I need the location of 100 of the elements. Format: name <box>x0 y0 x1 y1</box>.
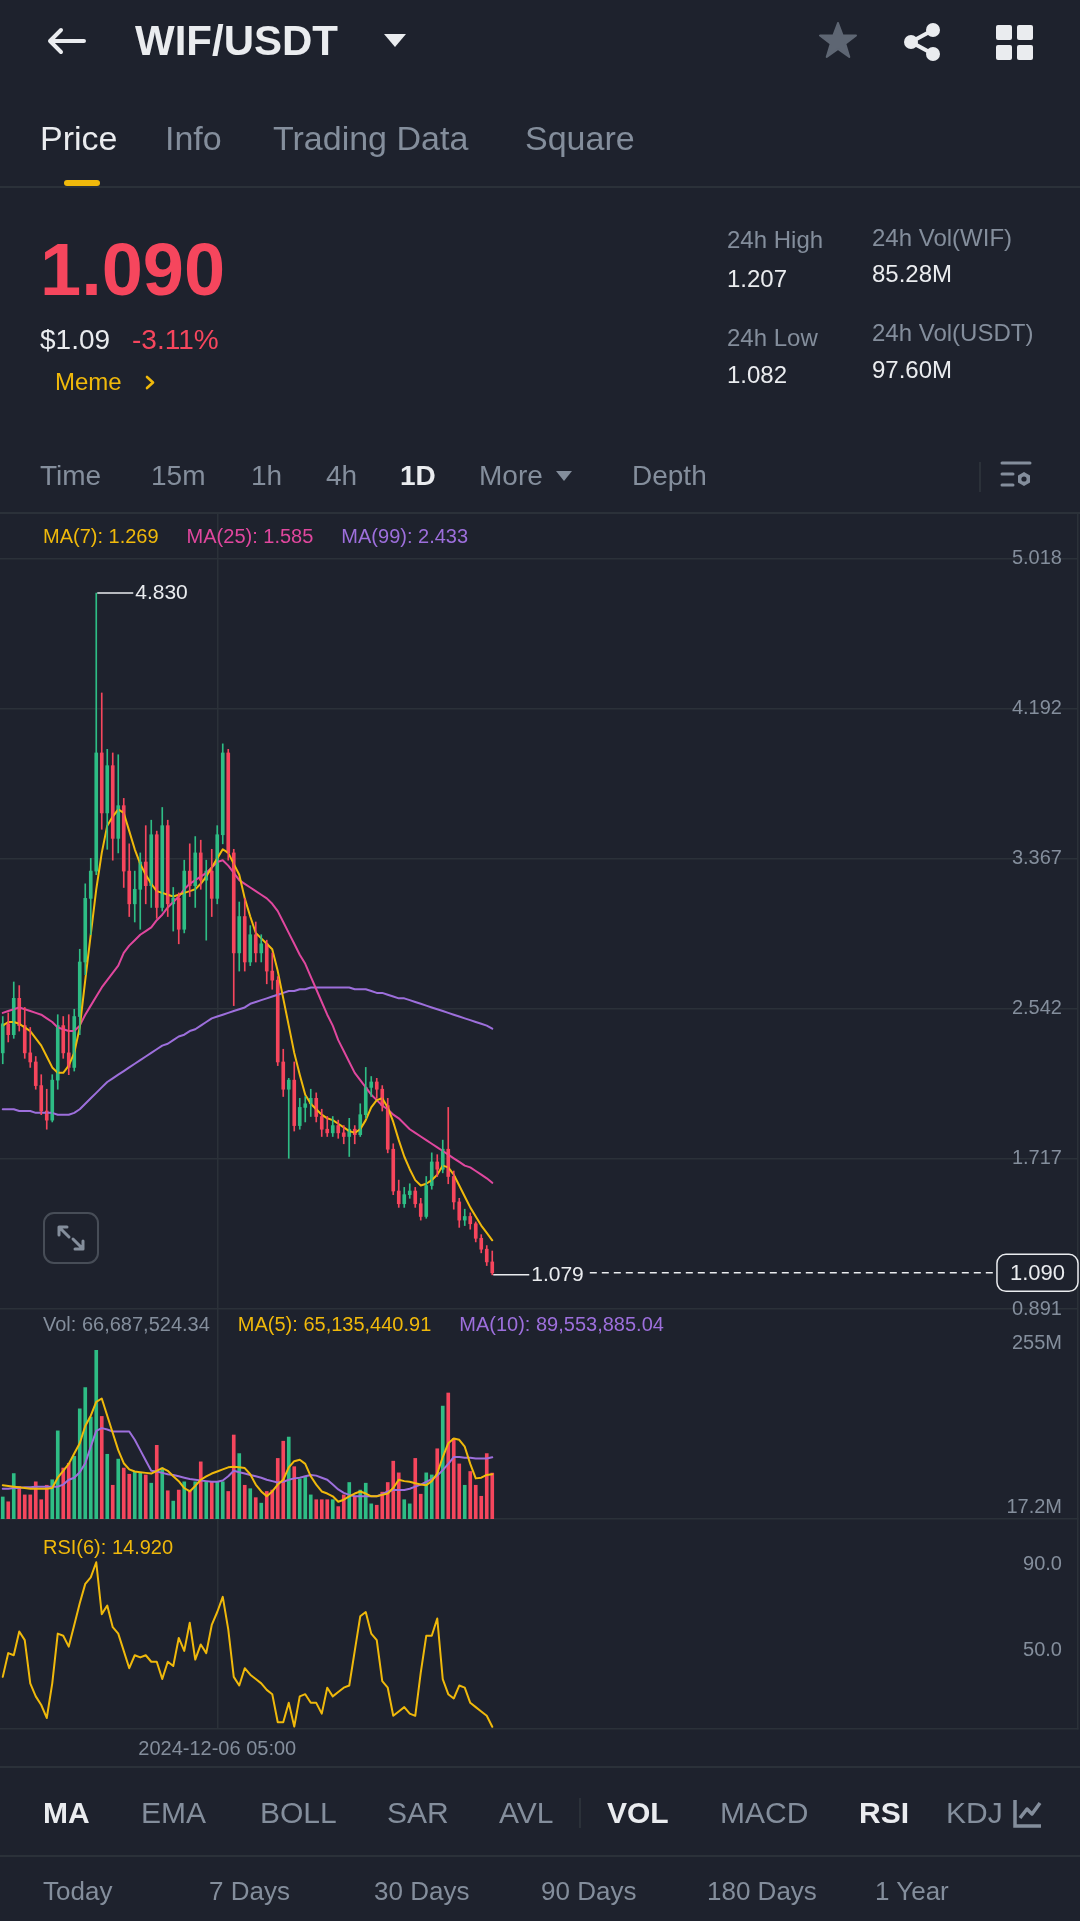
text: MA(25): 1.585 <box>186 525 314 547</box>
text: 1 Year <box>875 1876 949 1906</box>
y-tick-label: 0.891 <box>1011 1296 1062 1319</box>
bar <box>187 1489 192 1519</box>
text: Trading Data <box>273 119 469 157</box>
text: 1.082 <box>727 361 788 388</box>
text: -3.11% <box>132 324 219 355</box>
bar <box>413 1458 418 1519</box>
bar <box>440 1405 445 1519</box>
bar <box>462 1484 467 1519</box>
bar <box>11 1473 16 1519</box>
bar <box>468 1471 473 1519</box>
bar <box>308 1494 313 1519</box>
text: Today <box>43 1876 113 1906</box>
y-tick-label: 3.367 <box>1011 846 1062 869</box>
text: Depth <box>632 460 707 491</box>
chart-title: Vol: 66,687,524.34 <box>43 1313 210 1335</box>
bar <box>220 1481 225 1519</box>
text: AVL <box>499 1796 554 1829</box>
bar <box>193 1481 198 1519</box>
text: RSI <box>859 1796 910 1829</box>
text: 180 Days <box>707 1876 817 1906</box>
text: 24h Vol(WIF) <box>872 224 1013 251</box>
text: 15m <box>151 460 206 491</box>
y-tick-label: 1.717 <box>1011 1146 1062 1169</box>
bar <box>182 1481 187 1519</box>
ref-line-label: 1.090 <box>1009 1259 1065 1285</box>
y-tick-label: 5.018 <box>1011 546 1062 569</box>
text: 97.60M <box>872 356 953 383</box>
text: Meme <box>55 368 122 395</box>
text: MA(7): 1.269 <box>43 525 159 547</box>
annotation: 1.079 <box>531 1261 584 1285</box>
text: 1D <box>400 460 436 491</box>
bar <box>17 1486 22 1519</box>
bar <box>55 1430 60 1519</box>
text: 1h <box>251 460 283 491</box>
bar <box>0 1496 5 1519</box>
text: Info <box>165 119 222 157</box>
text: More <box>479 460 543 491</box>
text: MACD <box>720 1796 809 1829</box>
bar <box>237 1453 242 1519</box>
bar <box>209 1481 214 1519</box>
text: 24h Low <box>727 324 818 351</box>
bar <box>446 1392 451 1519</box>
text: $1.09 <box>40 324 111 355</box>
text: MA(99): 2.433 <box>341 525 469 547</box>
text: 7 Days <box>209 1876 290 1906</box>
text: 1.090 <box>40 228 226 311</box>
bar <box>286 1436 291 1519</box>
text: 1.207 <box>727 265 788 292</box>
y-tick-label: 50.0 <box>1023 1638 1062 1661</box>
y-tick-label: 4.192 <box>1011 696 1062 719</box>
bar <box>314 1499 319 1519</box>
bar <box>226 1491 231 1519</box>
bar <box>105 1453 110 1519</box>
bar <box>61 1467 66 1519</box>
text: 24h Vol(USDT) <box>872 319 1034 346</box>
text: 4h <box>326 460 358 491</box>
bar <box>418 1493 423 1519</box>
text: MA <box>43 1796 90 1829</box>
bar <box>292 1466 297 1519</box>
bar <box>160 1467 165 1519</box>
bar <box>154 1445 159 1519</box>
text: 90 Days <box>541 1876 637 1906</box>
bar <box>72 1456 77 1519</box>
y-tick-label: 90.0 <box>1023 1551 1062 1574</box>
bar <box>110 1484 115 1519</box>
bar <box>407 1503 412 1519</box>
bar <box>149 1482 154 1519</box>
bar <box>248 1488 253 1519</box>
y-tick-label: 17.2M <box>1006 1494 1062 1517</box>
bar <box>242 1484 247 1519</box>
bar <box>402 1499 407 1519</box>
bar <box>198 1461 203 1519</box>
text: Price <box>40 119 118 157</box>
text: BOLL <box>260 1796 337 1829</box>
text: KDJ <box>946 1796 1003 1829</box>
bar <box>6 1501 11 1519</box>
text: Time <box>40 460 102 491</box>
bar <box>50 1479 55 1519</box>
bar <box>99 1416 104 1519</box>
annotation: 4.830 <box>135 579 188 603</box>
bar <box>143 1474 148 1519</box>
text: 85.28M <box>872 260 953 287</box>
bar <box>435 1448 440 1519</box>
bar <box>171 1500 176 1519</box>
text: 24h High <box>727 226 824 253</box>
text: WIF/USDT <box>135 17 338 64</box>
text: MA(10): 89,553,885.04 <box>459 1313 664 1335</box>
bar <box>352 1495 357 1519</box>
text: EMA <box>141 1796 207 1829</box>
y-tick-label: 2.542 <box>1011 996 1062 1019</box>
text: 30 Days <box>374 1876 470 1906</box>
bar <box>116 1458 121 1519</box>
bar <box>396 1472 401 1519</box>
bar <box>204 1481 209 1519</box>
text: Square <box>525 119 635 157</box>
x-tick-label: 2024-12-06 05:00 <box>138 1736 297 1759</box>
bar <box>66 1462 71 1519</box>
bar <box>231 1434 236 1519</box>
